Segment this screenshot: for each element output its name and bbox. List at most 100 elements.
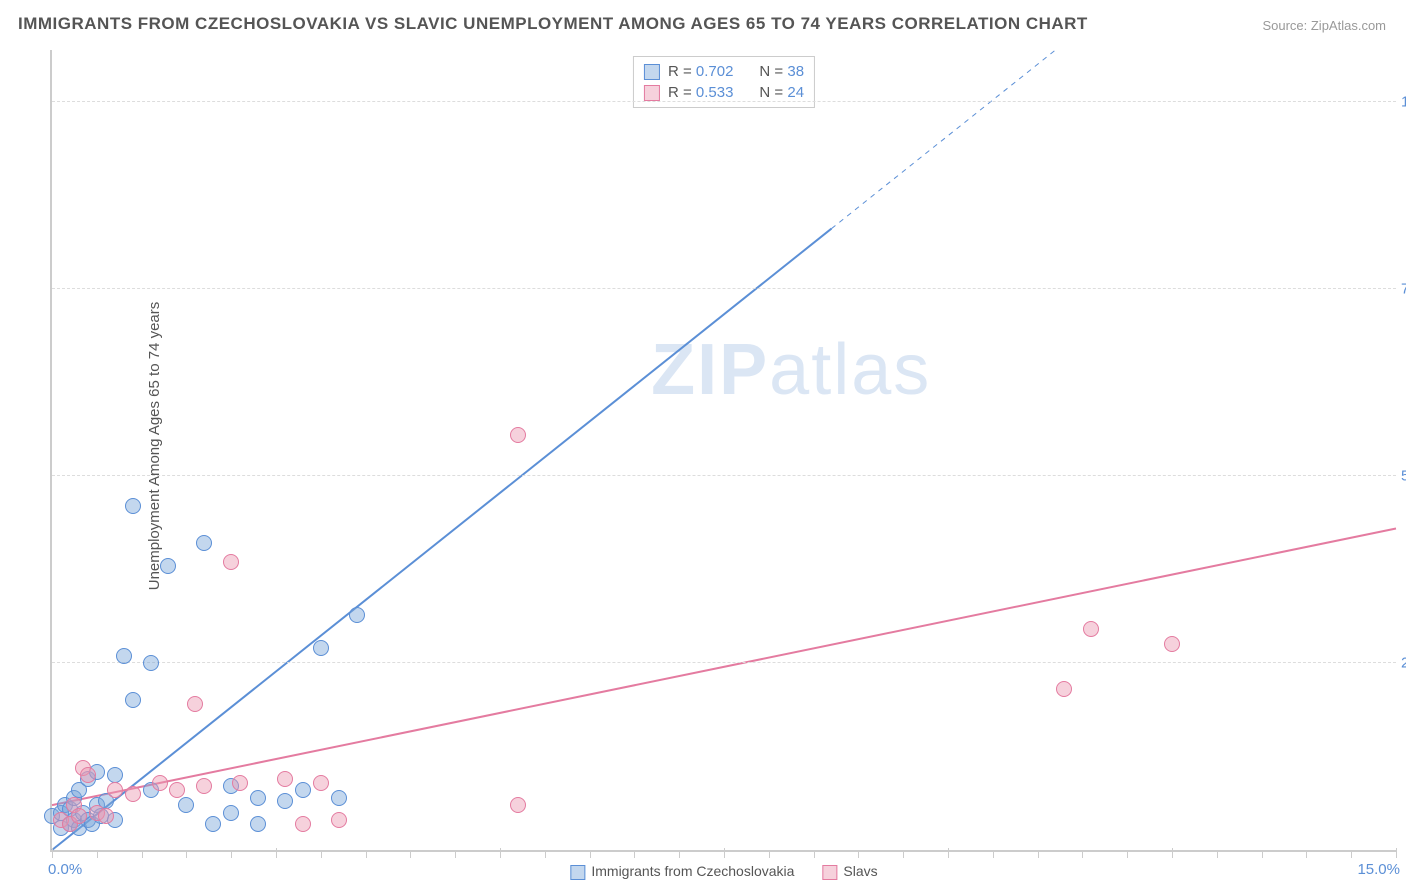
x-tick-minor: [590, 850, 591, 858]
legend-r-value: 0.533: [696, 84, 734, 101]
legend-series-box: Immigrants from Czechoslovakia Slavs: [570, 863, 877, 880]
x-tick-major: [724, 848, 725, 858]
y-tick-label: 100.0%: [1401, 94, 1406, 111]
scatter-point: [510, 797, 526, 813]
x-tick-minor: [1306, 850, 1307, 858]
legend-series-item: Slavs: [822, 863, 877, 880]
legend-series-item: Immigrants from Czechoslovakia: [570, 863, 794, 880]
x-tick-major: [500, 848, 501, 858]
legend-swatch: [644, 85, 660, 101]
x-tick-minor: [186, 850, 187, 858]
gridline-h: [52, 101, 1396, 102]
legend-swatch: [644, 64, 660, 80]
x-tick-minor: [97, 850, 98, 858]
scatter-point: [223, 554, 239, 570]
watermark-atlas: atlas: [769, 330, 931, 410]
x-tick-major: [1172, 848, 1173, 858]
legend-stats-box: R = 0.702 N = 38 R = 0.533 N = 24: [633, 56, 815, 108]
x-axis-origin-label: 0.0%: [48, 861, 82, 878]
scatter-point: [71, 808, 87, 824]
x-tick-major: [1396, 848, 1397, 858]
scatter-point: [313, 775, 329, 791]
scatter-point: [331, 812, 347, 828]
x-tick-minor: [1127, 850, 1128, 858]
x-tick-minor: [321, 850, 322, 858]
x-tick-minor: [769, 850, 770, 858]
scatter-point: [1083, 621, 1099, 637]
scatter-point: [107, 782, 123, 798]
x-tick-minor: [1038, 850, 1039, 858]
scatter-point: [125, 692, 141, 708]
x-tick-minor: [231, 850, 232, 858]
legend-n-label: N = 24: [759, 84, 804, 101]
chart-plot-area: ZIPatlas R = 0.702 N = 38 R = 0.533 N = …: [50, 50, 1396, 852]
legend-n-value: 24: [787, 84, 804, 101]
x-tick-minor: [993, 850, 994, 858]
scatter-point: [107, 767, 123, 783]
watermark: ZIPatlas: [651, 329, 931, 411]
x-tick-minor: [410, 850, 411, 858]
gridline-h: [52, 662, 1396, 663]
x-axis-max-label: 15.0%: [1357, 861, 1400, 878]
scatter-point: [80, 767, 96, 783]
x-tick-minor: [903, 850, 904, 858]
scatter-point: [169, 782, 185, 798]
gridline-h: [52, 475, 1396, 476]
scatter-point: [125, 786, 141, 802]
y-tick-label: 75.0%: [1401, 281, 1406, 298]
source-label: Source: ZipAtlas.com: [1262, 18, 1386, 33]
x-tick-minor: [142, 850, 143, 858]
x-tick-major: [948, 848, 949, 858]
legend-stats-row: R = 0.533 N = 24: [644, 82, 804, 103]
scatter-point: [125, 498, 141, 514]
scatter-point: [295, 816, 311, 832]
scatter-point: [232, 775, 248, 791]
x-tick-minor: [1262, 850, 1263, 858]
legend-r-label: R = 0.702: [668, 63, 733, 80]
chart-title: IMMIGRANTS FROM CZECHOSLOVAKIA VS SLAVIC…: [18, 14, 1088, 34]
scatter-point: [1164, 636, 1180, 652]
legend-swatch: [822, 865, 837, 880]
x-tick-minor: [1217, 850, 1218, 858]
scatter-point: [331, 790, 347, 806]
scatter-point: [250, 816, 266, 832]
scatter-point: [143, 655, 159, 671]
legend-swatch: [570, 865, 585, 880]
scatter-point: [205, 816, 221, 832]
scatter-point: [277, 793, 293, 809]
legend-n-value: 38: [787, 63, 804, 80]
scatter-point: [116, 648, 132, 664]
x-tick-minor: [545, 850, 546, 858]
x-tick-minor: [679, 850, 680, 858]
scatter-point: [196, 535, 212, 551]
legend-series-label: Immigrants from Czechoslovakia: [591, 863, 794, 879]
scatter-point: [250, 790, 266, 806]
watermark-zip: ZIP: [651, 330, 769, 410]
regression-line-dashed: [832, 50, 1056, 229]
regression-line-solid: [52, 529, 1396, 806]
scatter-point: [510, 427, 526, 443]
scatter-point: [152, 775, 168, 791]
legend-r-label: R = 0.533: [668, 84, 733, 101]
scatter-point: [187, 696, 203, 712]
scatter-point: [98, 808, 114, 824]
x-tick-minor: [1351, 850, 1352, 858]
legend-r-value: 0.702: [696, 63, 734, 80]
scatter-point: [313, 640, 329, 656]
scatter-point: [277, 771, 293, 787]
y-tick-label: 50.0%: [1401, 468, 1406, 485]
x-tick-major: [276, 848, 277, 858]
x-tick-minor: [858, 850, 859, 858]
scatter-point: [295, 782, 311, 798]
x-tick-minor: [1082, 850, 1083, 858]
gridline-h: [52, 288, 1396, 289]
x-tick-minor: [455, 850, 456, 858]
scatter-point: [1056, 681, 1072, 697]
scatter-point: [160, 558, 176, 574]
x-tick-minor: [634, 850, 635, 858]
scatter-point: [223, 805, 239, 821]
scatter-point: [178, 797, 194, 813]
scatter-point: [196, 778, 212, 794]
legend-series-label: Slavs: [843, 863, 877, 879]
y-tick-label: 25.0%: [1401, 655, 1406, 672]
